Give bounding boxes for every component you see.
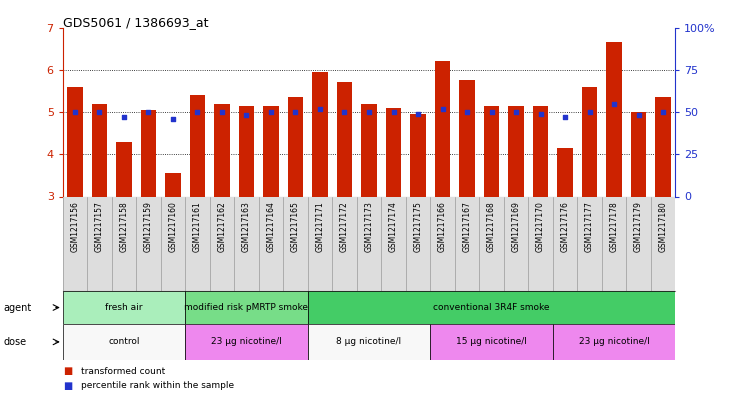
Bar — [67, 86, 83, 196]
Bar — [185, 291, 308, 324]
Bar — [308, 324, 430, 360]
Point — [339, 109, 351, 115]
Bar — [606, 42, 622, 196]
Text: GSM1217170: GSM1217170 — [536, 201, 545, 252]
Text: GSM1217157: GSM1217157 — [95, 201, 104, 252]
Text: GSM1217175: GSM1217175 — [413, 201, 422, 252]
Text: GSM1217171: GSM1217171 — [316, 201, 325, 252]
Point — [265, 109, 277, 115]
Point — [387, 109, 399, 115]
Text: agent: agent — [4, 303, 32, 312]
Point — [118, 114, 130, 120]
Point — [167, 116, 179, 122]
Bar — [63, 291, 185, 324]
Text: GSM1217177: GSM1217177 — [585, 201, 594, 252]
Point — [510, 109, 522, 115]
Text: GSM1217163: GSM1217163 — [242, 201, 251, 252]
Point — [192, 109, 204, 115]
Point — [363, 109, 375, 115]
Bar — [288, 97, 303, 196]
Point — [559, 114, 571, 120]
Bar — [116, 141, 132, 196]
Point — [437, 105, 449, 112]
Bar — [312, 72, 328, 196]
Text: GSM1217166: GSM1217166 — [438, 201, 447, 252]
Bar — [553, 324, 675, 360]
Point — [314, 105, 326, 112]
Bar — [263, 106, 279, 196]
Point — [94, 109, 106, 115]
Point — [608, 100, 620, 107]
Bar — [165, 173, 181, 196]
Bar — [385, 108, 401, 196]
Bar — [214, 103, 230, 196]
Text: GSM1217173: GSM1217173 — [365, 201, 373, 252]
Point — [412, 110, 424, 117]
Text: ■: ■ — [63, 366, 72, 376]
Bar — [238, 106, 255, 196]
Point — [534, 110, 546, 117]
Text: 23 μg nicotine/l: 23 μg nicotine/l — [211, 338, 282, 346]
Point — [461, 109, 473, 115]
Point — [486, 109, 497, 115]
Bar — [63, 324, 185, 360]
Text: GSM1217174: GSM1217174 — [389, 201, 398, 252]
Point — [142, 109, 154, 115]
Bar — [190, 95, 205, 196]
Bar — [430, 324, 553, 360]
Text: GSM1217172: GSM1217172 — [340, 201, 349, 252]
Text: fresh air: fresh air — [106, 303, 142, 312]
Bar — [630, 112, 646, 196]
Text: GSM1217156: GSM1217156 — [71, 201, 80, 252]
Text: control: control — [108, 338, 139, 346]
Text: GSM1217161: GSM1217161 — [193, 201, 202, 252]
Bar — [410, 114, 426, 196]
Bar — [655, 97, 671, 196]
Bar — [140, 110, 156, 196]
Text: GSM1217164: GSM1217164 — [266, 201, 275, 252]
Text: GSM1217180: GSM1217180 — [658, 201, 667, 252]
Text: 15 μg nicotine/l: 15 μg nicotine/l — [456, 338, 527, 346]
Point — [216, 109, 228, 115]
Bar — [361, 103, 377, 196]
Text: GDS5061 / 1386693_at: GDS5061 / 1386693_at — [63, 16, 208, 29]
Point — [69, 109, 81, 115]
Point — [241, 112, 252, 119]
Point — [632, 112, 644, 119]
Bar — [337, 83, 353, 196]
Bar — [92, 103, 108, 196]
Bar — [533, 106, 548, 196]
Text: GSM1217158: GSM1217158 — [120, 201, 128, 252]
Bar — [435, 61, 450, 196]
Text: GSM1217168: GSM1217168 — [487, 201, 496, 252]
Text: GSM1217179: GSM1217179 — [634, 201, 643, 252]
Bar — [483, 106, 500, 196]
Text: GSM1217160: GSM1217160 — [168, 201, 177, 252]
Bar — [185, 324, 308, 360]
Text: GSM1217176: GSM1217176 — [561, 201, 570, 252]
Point — [289, 109, 301, 115]
Text: modified risk pMRTP smoke: modified risk pMRTP smoke — [184, 303, 308, 312]
Point — [657, 109, 669, 115]
Text: dose: dose — [4, 337, 27, 347]
Text: percentile rank within the sample: percentile rank within the sample — [81, 382, 234, 390]
Text: GSM1217165: GSM1217165 — [291, 201, 300, 252]
Bar — [582, 86, 598, 196]
Text: 8 μg nicotine/l: 8 μg nicotine/l — [337, 338, 401, 346]
Text: ■: ■ — [63, 381, 72, 391]
Bar — [508, 106, 524, 196]
Point — [584, 109, 596, 115]
Text: GSM1217162: GSM1217162 — [218, 201, 227, 252]
Text: GSM1217167: GSM1217167 — [463, 201, 472, 252]
Text: GSM1217159: GSM1217159 — [144, 201, 153, 252]
Bar — [557, 148, 573, 196]
Text: 23 μg nicotine/l: 23 μg nicotine/l — [579, 338, 649, 346]
Text: transformed count: transformed count — [81, 367, 165, 376]
Text: GSM1217178: GSM1217178 — [610, 201, 618, 252]
Text: conventional 3R4F smoke: conventional 3R4F smoke — [433, 303, 550, 312]
Bar — [308, 291, 675, 324]
Bar — [459, 80, 475, 196]
Text: GSM1217169: GSM1217169 — [511, 201, 520, 252]
